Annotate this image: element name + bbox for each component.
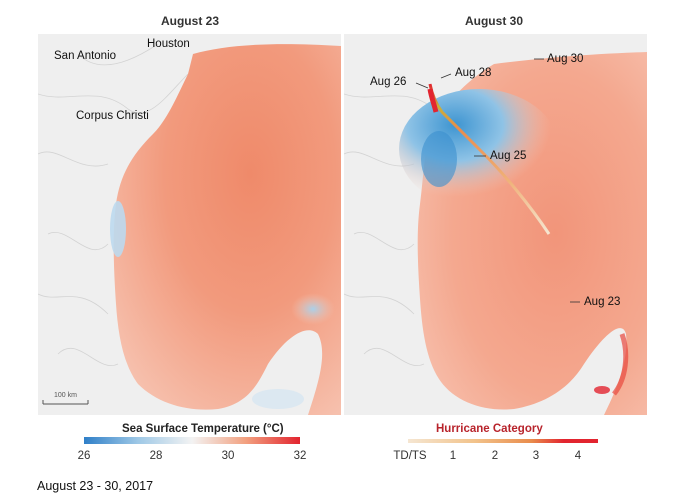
sst-tick: 28: [149, 450, 163, 462]
left-gulf-water: [113, 44, 341, 415]
hurricane-legend-title: Hurricane Category: [436, 423, 543, 435]
scale-bar-label: 100 km: [54, 392, 77, 399]
track-label-aug-26: Aug 26: [370, 76, 407, 88]
right-panel-title: August 30: [464, 14, 523, 28]
left-panel-title: August 23: [160, 14, 219, 28]
city-houston: Houston: [147, 38, 190, 50]
left-map: 100 km: [38, 34, 341, 415]
track-label-aug-28: Aug 28: [455, 67, 492, 79]
hurricane-tick: 3: [532, 450, 540, 462]
sst-legend-title: Sea Surface Temperature (°C): [122, 423, 284, 435]
sst-tick: 30: [221, 450, 235, 462]
track-label-aug-25: Aug 25: [490, 150, 527, 162]
sst-tick: 26: [77, 450, 91, 462]
date-range-caption: August 23 - 30, 2017: [37, 479, 154, 493]
track-label-aug-30: Aug 30: [547, 53, 584, 65]
hurricane-tick: 4: [574, 450, 582, 462]
hurricane-color-bar: [408, 439, 598, 443]
sst-tick: 32: [293, 450, 307, 462]
city-corpus-christi: Corpus Christi: [76, 110, 149, 122]
hurricane-tick: TD/TS: [393, 450, 427, 462]
track-label-aug-23: Aug 23: [584, 296, 621, 308]
right-map: [344, 34, 647, 415]
sst-color-bar: [84, 437, 300, 444]
hurricane-tick: 1: [449, 450, 457, 462]
city-san-antonio: San Antonio: [54, 50, 117, 62]
hurricane-tick: 2: [491, 450, 499, 462]
